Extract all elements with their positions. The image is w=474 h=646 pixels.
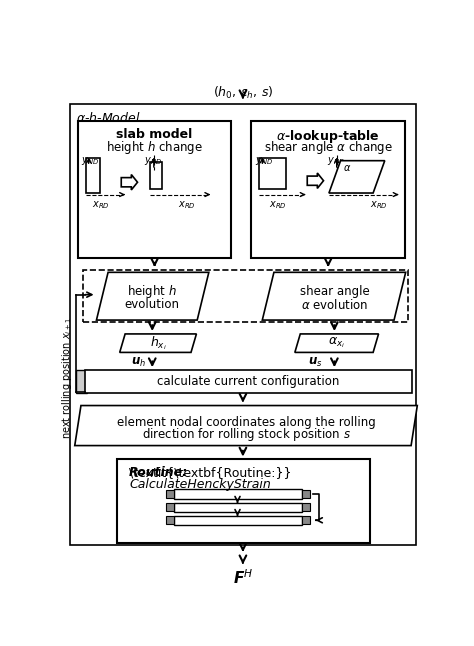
Bar: [174, 503, 302, 512]
Text: $\boldsymbol{u}_h$: $\boldsymbol{u}_h$: [131, 356, 146, 370]
Polygon shape: [262, 273, 406, 320]
Polygon shape: [329, 161, 385, 193]
Text: calculate current configuration: calculate current configuration: [157, 375, 339, 388]
Text: CalculateHenckyStrain: CalculateHenckyStrain: [129, 478, 271, 491]
Polygon shape: [121, 174, 137, 190]
Text: \textit{\textbf{Routine:}}: \textit{\textbf{Routine:}}: [129, 466, 292, 479]
Text: $x_{RD}$: $x_{RD}$: [370, 199, 387, 211]
Text: shear angle $\alpha$ change: shear angle $\alpha$ change: [264, 139, 392, 156]
Polygon shape: [120, 334, 196, 353]
Text: $h_{x_i}$: $h_{x_i}$: [150, 335, 167, 352]
Text: $y_{ND}$: $y_{ND}$: [81, 154, 99, 167]
Text: height $h$ change: height $h$ change: [106, 139, 203, 156]
Bar: [251, 121, 405, 258]
Text: next rolling position $x_{i+1}$: next rolling position $x_{i+1}$: [60, 317, 74, 439]
Text: Routine:: Routine:: [129, 466, 188, 479]
Bar: [302, 503, 310, 511]
Polygon shape: [96, 273, 209, 320]
Text: $y_{ND}$: $y_{ND}$: [327, 154, 345, 167]
Text: slab model: slab model: [117, 129, 193, 141]
Text: $\alpha$ evolution: $\alpha$ evolution: [301, 298, 368, 311]
Bar: [166, 516, 174, 524]
Bar: [76, 370, 87, 393]
Text: $\alpha$: $\alpha$: [343, 163, 351, 173]
Bar: [118, 459, 370, 543]
Bar: [302, 490, 310, 498]
Text: $\alpha$-lookup-table: $\alpha$-lookup-table: [276, 129, 380, 145]
Bar: [78, 121, 231, 258]
Text: $\alpha$-$h$-Model: $\alpha$-$h$-Model: [76, 111, 141, 125]
Text: direction for rolling stock position $s$: direction for rolling stock position $s$: [142, 426, 350, 443]
Bar: [166, 490, 174, 498]
Bar: [150, 162, 162, 189]
Text: height $h$: height $h$: [128, 283, 177, 300]
Text: $x_{RD}$: $x_{RD}$: [178, 199, 196, 211]
Text: evolution: evolution: [125, 298, 180, 311]
Bar: [82, 270, 408, 322]
Polygon shape: [307, 173, 324, 189]
Text: $x_{RD}$: $x_{RD}$: [269, 199, 287, 211]
Bar: [86, 158, 100, 193]
Bar: [166, 503, 174, 511]
Text: $(h_0,\, \varepsilon_h,\, s)$: $(h_0,\, \varepsilon_h,\, s)$: [213, 85, 273, 101]
Text: $\boldsymbol{u}_s$: $\boldsymbol{u}_s$: [308, 356, 322, 370]
Bar: [174, 490, 302, 499]
Text: $\boldsymbol{F}^H$: $\boldsymbol{F}^H$: [233, 568, 253, 587]
Bar: [85, 370, 412, 393]
Polygon shape: [295, 334, 379, 353]
Text: $y_{ND}$: $y_{ND}$: [255, 154, 273, 167]
Text: $y_{ND}$: $y_{ND}$: [145, 154, 163, 167]
Bar: [70, 105, 416, 545]
Bar: [302, 516, 310, 524]
Text: $x_{RD}$: $x_{RD}$: [92, 199, 110, 211]
Bar: [259, 158, 286, 189]
Text: shear angle: shear angle: [300, 285, 369, 298]
Bar: [174, 516, 302, 525]
Text: element nodal coordinates along the rolling: element nodal coordinates along the roll…: [117, 416, 375, 429]
Polygon shape: [75, 406, 417, 446]
Text: $\alpha_{x_i}$: $\alpha_{x_i}$: [328, 336, 345, 350]
